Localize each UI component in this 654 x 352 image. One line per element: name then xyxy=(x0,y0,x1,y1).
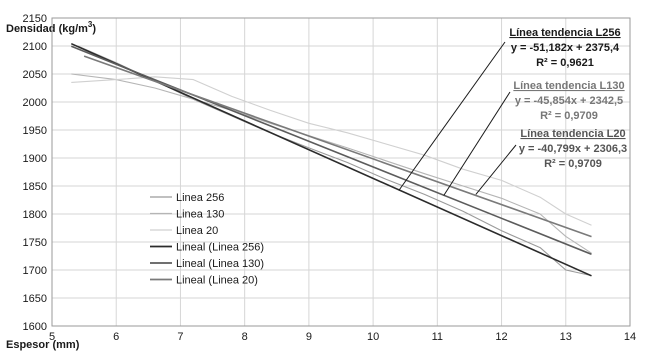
y-axis-title-end: ) xyxy=(92,23,96,35)
series-lines xyxy=(70,42,592,277)
series-line-2 xyxy=(71,73,592,254)
annotation-arrows xyxy=(398,41,517,196)
legend-label-5: Lineal (Linea 130) xyxy=(176,258,264,270)
annotation-title-3: Línea tendencia L20 xyxy=(520,128,625,140)
plot-area-border xyxy=(51,17,631,327)
legend-label-3: Linea 20 xyxy=(176,225,218,237)
annotation-arrow-2 xyxy=(443,91,511,196)
annotation-r2-3: R² = 0,9709 xyxy=(544,158,602,170)
x-axis-title: Espesor (mm) xyxy=(6,339,80,351)
series-line-6 xyxy=(83,55,592,238)
y-tick-label: 1800 xyxy=(23,209,47,221)
y-tick-label: 2150 xyxy=(23,13,47,25)
y-axis-title-main: Densidad (kg/m xyxy=(6,23,88,35)
x-tick-label: 7 xyxy=(177,331,183,343)
x-tick-label: 10 xyxy=(367,331,379,343)
y-tick-label: 1750 xyxy=(23,237,47,249)
x-tick-label: 6 xyxy=(113,331,119,343)
x-tick-label: 5 xyxy=(49,331,55,343)
y-tick-label: 1700 xyxy=(23,265,47,277)
y-axis-title-sup: 3 xyxy=(88,20,93,29)
trendline-annotations: Línea tendencia L256 y = -51,182x + 2375,… xyxy=(509,27,627,170)
x-tick-label: 9 xyxy=(306,331,312,343)
legend-label-1: Linea 256 xyxy=(176,192,224,204)
annotation-title-1: Línea tendencia L256 xyxy=(509,27,620,39)
annotation-arrow-1 xyxy=(398,41,506,191)
series-line-5 xyxy=(71,45,592,256)
series-line-3 xyxy=(71,76,592,226)
x-tick-labels: 5 6 7 8 9 10 11 12 13 14 xyxy=(49,331,636,343)
x-tick-label: 14 xyxy=(624,331,636,343)
x-tick-label: 12 xyxy=(495,331,507,343)
x-tick-label: 8 xyxy=(242,331,248,343)
legend-label-2: Linea 130 xyxy=(176,209,224,221)
plot-frame xyxy=(51,17,631,327)
y-tick-label: 2050 xyxy=(23,69,47,81)
y-tick-label: 1900 xyxy=(23,153,47,165)
y-axis-title: Densidad (kg/m3) xyxy=(6,20,96,35)
y-tick-label: 1850 xyxy=(23,181,47,193)
annotation-equation-3: y = -40,799x + 2306,3 xyxy=(519,143,627,155)
legend-label-6: Lineal (Linea 20) xyxy=(176,275,258,287)
x-tick-label: 11 xyxy=(432,331,443,343)
annotation-r2-2: R² = 0,9709 xyxy=(540,110,598,122)
annotation-equation-2: y = -45,854x + 2342,5 xyxy=(515,95,623,107)
legend: Linea 256 Linea 130 Linea 20 Lineal (Linea … xyxy=(150,192,264,287)
legend-label-4: Lineal (Linea 256) xyxy=(176,242,264,254)
y-tick-label: 2000 xyxy=(23,97,47,109)
y-tick-label: 1950 xyxy=(23,125,47,137)
y-tick-label: 1600 xyxy=(23,321,47,333)
y-tick-labels: 1600 1650 1700 1750 1800 1850 1900 1950 2000 2050… xyxy=(23,13,47,333)
annotation-r2-1: R² = 0,9621 xyxy=(536,57,594,69)
annotation-title-2: Línea tendencia L130 xyxy=(513,80,624,92)
annotation-arrow-3 xyxy=(475,144,517,195)
y-tick-label: 1650 xyxy=(23,293,47,305)
y-tick-label: 2100 xyxy=(23,41,47,53)
annotation-equation-1: y = -51,182x + 2375,4 xyxy=(511,42,620,54)
x-tick-label: 13 xyxy=(560,331,572,343)
